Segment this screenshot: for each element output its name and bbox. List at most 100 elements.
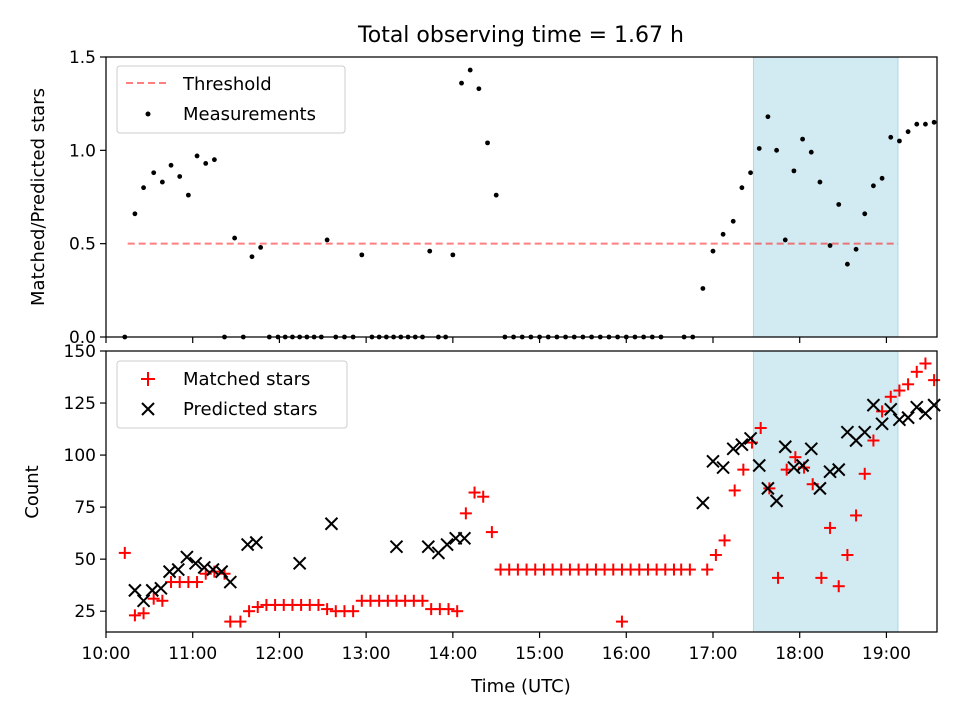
matched-star-marker [789,451,802,464]
highlight-span-rect [752,350,899,633]
predicted-star-marker [440,537,454,552]
predicted-star-marker [858,425,872,439]
measurement-point [905,129,911,135]
legend-threshold-label: Threshold [182,74,272,95]
predicted-marker-stroke [292,556,307,571]
predicted-marker-stroke [214,564,229,579]
measurement-point [249,254,255,260]
bottom-x-tick-label: 18:00 [775,644,824,664]
top-y-axis-label: Matched/Predicted stars [28,88,49,306]
matched-star-marker [884,390,897,403]
measurement-point [467,67,473,73]
predicted-star-marker [910,400,924,414]
predicted-star-marker [457,531,472,546]
predicted-marker-stroke [787,460,801,475]
bottom-x-tick-label: 19:00 [862,644,911,664]
measurement-point [185,192,191,198]
matched-star-marker [709,548,722,561]
predicted-marker-stroke [324,517,339,531]
predicted-star-marker [223,575,237,589]
predicted-marker-stroke [901,410,915,425]
measurement-point [194,153,200,159]
matched-star-marker [772,571,785,584]
matched-star-marker [477,490,490,503]
matched-star-marker [919,357,932,370]
matched-star-marker [451,605,464,618]
measurement-points [122,67,937,340]
measurement-point [476,86,482,92]
measurement-point [765,114,771,120]
matched-star-marker [347,605,360,618]
legend-measurements-label: Measurements [183,104,316,125]
predicted-star-marker [927,398,941,412]
predicted-marker-stroke [249,535,264,550]
bottom-y-tick-label: 100 [64,446,96,466]
predicted-star-marker [171,562,185,577]
predicted-marker-stroke [136,594,151,608]
predicted-marker-stroke [223,575,237,589]
predicted-marker-stroke [162,564,177,579]
predicted-star-marker [162,564,177,579]
legend-measurements-swatch [145,111,151,117]
predicted-star-marker [875,417,889,431]
predicted-marker-stroke [761,481,775,496]
measurement-point [710,248,716,254]
measurement-point [879,175,885,181]
predicted-star-marker [735,437,749,452]
measurement-point [808,149,814,155]
measurement-point [232,235,238,241]
measurement-point [211,157,217,163]
bottom-x-ticks: 10:00 11:00 12:00 13:00 14:00 15:00 16:00 17:00… [82,632,911,664]
predicted-star-marker [180,550,194,564]
predicted-marker-stroke [823,465,837,479]
predicted-star-marker [188,556,203,571]
predicted-star-marker [214,564,229,579]
predicted-star-marker [778,440,792,454]
predicted-marker-stroke [735,437,749,452]
predicted-marker-stroke [752,458,766,473]
bottom-y-tick-label: 150 [64,342,96,362]
matched-star-marker [485,526,498,539]
matched-star-marker [683,563,696,576]
bottom-y-ticks: 25 50 75 100 125 150 [64,342,106,622]
predicted-marker-stroke [706,454,720,469]
predicted-star-marker [136,594,151,608]
predicted-marker-stroke [884,402,898,416]
matched-star-marker [737,463,750,476]
measurement-point [258,245,264,250]
x-axis-label: Time (UTC) [470,676,571,697]
measurement-point [168,162,174,168]
matched-star-marker [832,580,845,593]
measurement-point [730,218,736,224]
matched-star-marker [416,594,429,607]
measurement-point [739,185,745,191]
measurement-point [836,202,842,207]
predicted-star-marker [206,562,220,577]
matched-star-marker [728,484,741,497]
predicted-star-marker [726,442,740,456]
bottom-highlight-span [752,350,899,633]
predicted-star-marker [292,556,307,571]
measurement-point [159,179,165,185]
measurement-point [151,170,157,176]
top-y-ticks: 0.0 0.5 1.0 1.5 [69,48,106,348]
matched-star-marker [902,378,915,391]
bottom-axes-frame [105,350,938,633]
predicted-star-marker [421,539,435,554]
predicted-marker-stroke [128,583,142,598]
measurement-point [871,183,876,189]
matched-star-marker [156,594,169,607]
bottom-x-tick-label: 13:00 [342,644,391,664]
predicted-marker-stroke [840,425,855,439]
predicted-star-marker [154,581,168,595]
figure-title: Total observing time = 1.67 h [357,23,684,48]
predicted-marker-stroke [892,412,907,427]
matched-star-marker [876,405,889,418]
measurement-point [774,147,779,153]
predicted-star-marker [743,431,758,446]
top-panel: 0.0 0.5 1.0 1.5 Matched/Predicted stars Thr… [28,48,938,348]
predicted-marker-stroke [154,581,168,595]
top-legend: Threshold Measurements [116,65,346,134]
predicted-marker-stroke [795,458,810,473]
